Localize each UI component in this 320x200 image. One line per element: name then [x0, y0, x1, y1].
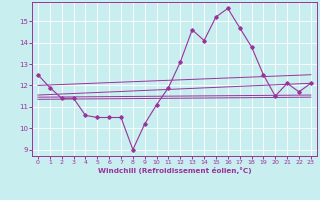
X-axis label: Windchill (Refroidissement éolien,°C): Windchill (Refroidissement éolien,°C)	[98, 167, 251, 174]
